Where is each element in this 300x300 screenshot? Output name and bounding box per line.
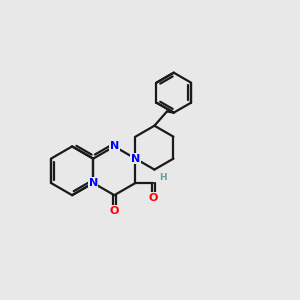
Text: N: N <box>110 141 119 152</box>
Text: N: N <box>88 178 98 188</box>
Text: O: O <box>110 206 119 216</box>
Text: O: O <box>148 193 158 203</box>
Text: H: H <box>160 173 167 182</box>
Text: N: N <box>131 154 140 164</box>
